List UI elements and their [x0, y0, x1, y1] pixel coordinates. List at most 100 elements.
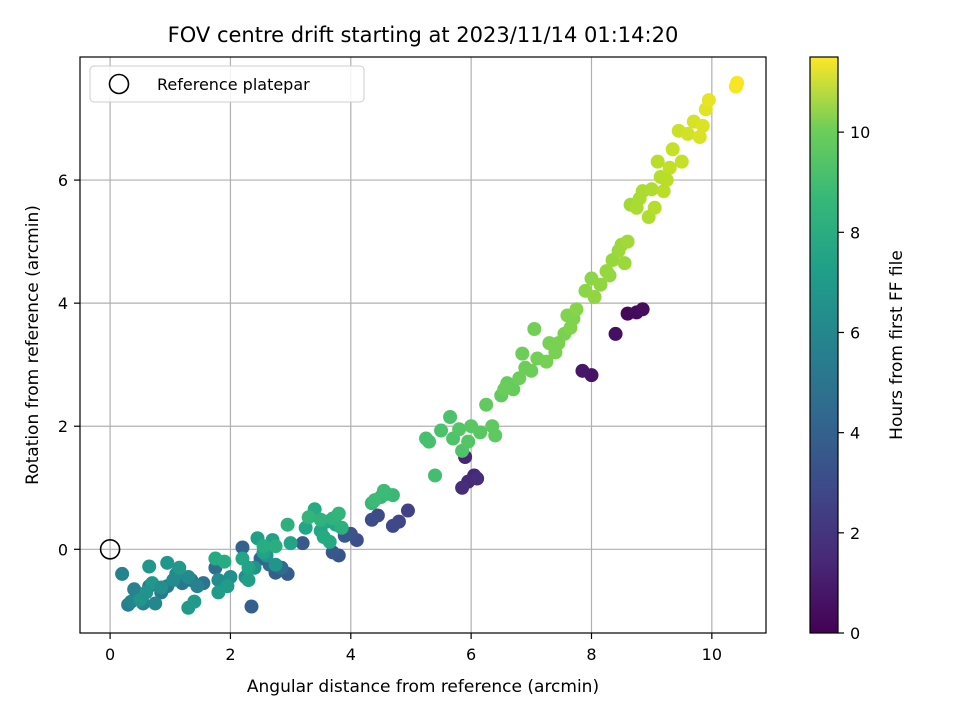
- reference-marker: [99, 539, 121, 560]
- data-point: [428, 468, 443, 483]
- data-point: [244, 599, 259, 614]
- data-point: [548, 345, 563, 360]
- data-point: [674, 154, 689, 169]
- data-point: [452, 422, 467, 437]
- data-point: [139, 585, 154, 600]
- legend: Reference platepar: [89, 65, 365, 103]
- data-point: [367, 493, 382, 508]
- data-point: [515, 346, 530, 361]
- data-point: [400, 503, 415, 518]
- data-point: [220, 579, 235, 594]
- colorbar-tick-label: 4: [850, 424, 860, 443]
- x-tick-label: 0: [105, 645, 115, 664]
- data-point: [539, 354, 554, 369]
- data-point: [730, 75, 745, 90]
- data-point: [166, 573, 181, 588]
- data-point: [190, 579, 205, 594]
- y-tick-label: 4: [58, 294, 68, 313]
- data-point: [283, 536, 298, 551]
- data-point: [575, 363, 590, 378]
- data-point: [527, 322, 542, 336]
- x-axis-ticks: 0 2 4 6 8 10: [105, 633, 722, 664]
- colorbar: 0 2 4 6 8 10: [809, 56, 870, 643]
- x-tick-label: 4: [346, 645, 356, 664]
- data-point: [524, 363, 539, 378]
- data-point: [656, 184, 671, 199]
- colorbar-frame: [809, 56, 839, 634]
- data-point: [497, 382, 512, 397]
- data-point: [313, 512, 328, 527]
- data-point: [127, 582, 142, 597]
- data-point: [479, 397, 494, 412]
- data-point: [443, 410, 458, 424]
- data-point: [322, 534, 337, 549]
- data-point: [680, 126, 695, 141]
- colorbar-label: Hours from first FF file: [887, 250, 907, 440]
- data-point: [647, 200, 662, 215]
- data-point: [235, 540, 250, 555]
- data-point: [593, 277, 608, 292]
- data-point: [331, 506, 346, 521]
- data-point: [301, 510, 316, 525]
- data-point: [268, 539, 283, 554]
- data-point: [587, 290, 602, 304]
- data-point: [385, 518, 400, 533]
- data-point: [115, 566, 130, 581]
- x-tick-label: 8: [586, 645, 596, 664]
- legend-entry-reference: Reference platepar: [157, 75, 310, 94]
- data-point: [154, 580, 169, 595]
- data-point: [473, 425, 488, 440]
- data-point: [422, 434, 437, 449]
- data-point: [512, 371, 527, 386]
- data-point: [172, 560, 187, 575]
- chart-title: FOV centre drift starting at 2023/11/14 …: [168, 23, 679, 47]
- data-point: [692, 130, 707, 144]
- legend-box: [89, 65, 365, 103]
- data-point: [470, 471, 485, 486]
- data-point: [241, 560, 256, 575]
- colorbar-tick-label: 2: [850, 524, 860, 543]
- data-point: [617, 256, 632, 271]
- plot-background: [80, 57, 766, 633]
- data-point: [602, 268, 617, 283]
- data-point: [620, 234, 635, 249]
- legend-marker: [108, 73, 130, 95]
- data-point: [217, 554, 232, 569]
- data-point: [181, 570, 196, 584]
- data-point: [488, 428, 503, 443]
- data-point: [644, 182, 659, 197]
- y-tick-label: 2: [58, 417, 68, 436]
- data-point: [142, 559, 157, 574]
- data-point: [364, 512, 379, 527]
- colorbar-ticks: 0 2 4 6 8 10: [838, 123, 870, 643]
- x-tick-label: 6: [466, 645, 476, 664]
- data-point: [650, 154, 665, 169]
- data-points: [115, 75, 745, 615]
- colorbar-tick-label: 6: [850, 323, 860, 342]
- data-point: [376, 483, 391, 498]
- data-point: [695, 118, 710, 133]
- colorbar-tick-label: 0: [850, 624, 860, 643]
- y-axis-ticks: 0 2 4 6: [58, 171, 80, 559]
- data-point: [461, 434, 476, 449]
- data-point: [701, 93, 716, 108]
- data-point: [295, 536, 310, 551]
- y-tick-label: 0: [58, 540, 68, 559]
- colorbar-gradient: [810, 57, 838, 633]
- data-point: [632, 191, 647, 206]
- data-point: [611, 243, 626, 258]
- y-axis-label: Rotation from reference (arcmin): [23, 205, 43, 485]
- data-point: [563, 320, 578, 335]
- data-point: [635, 302, 650, 317]
- plot-frame: [79, 56, 767, 634]
- data-point: [280, 517, 295, 532]
- data-point: [665, 142, 680, 157]
- data-point: [659, 173, 674, 188]
- data-point: [608, 326, 623, 341]
- grid-lines: [80, 57, 766, 633]
- data-point: [334, 520, 349, 535]
- data-point: [455, 480, 470, 495]
- data-point: [434, 423, 449, 438]
- data-point: [256, 539, 271, 554]
